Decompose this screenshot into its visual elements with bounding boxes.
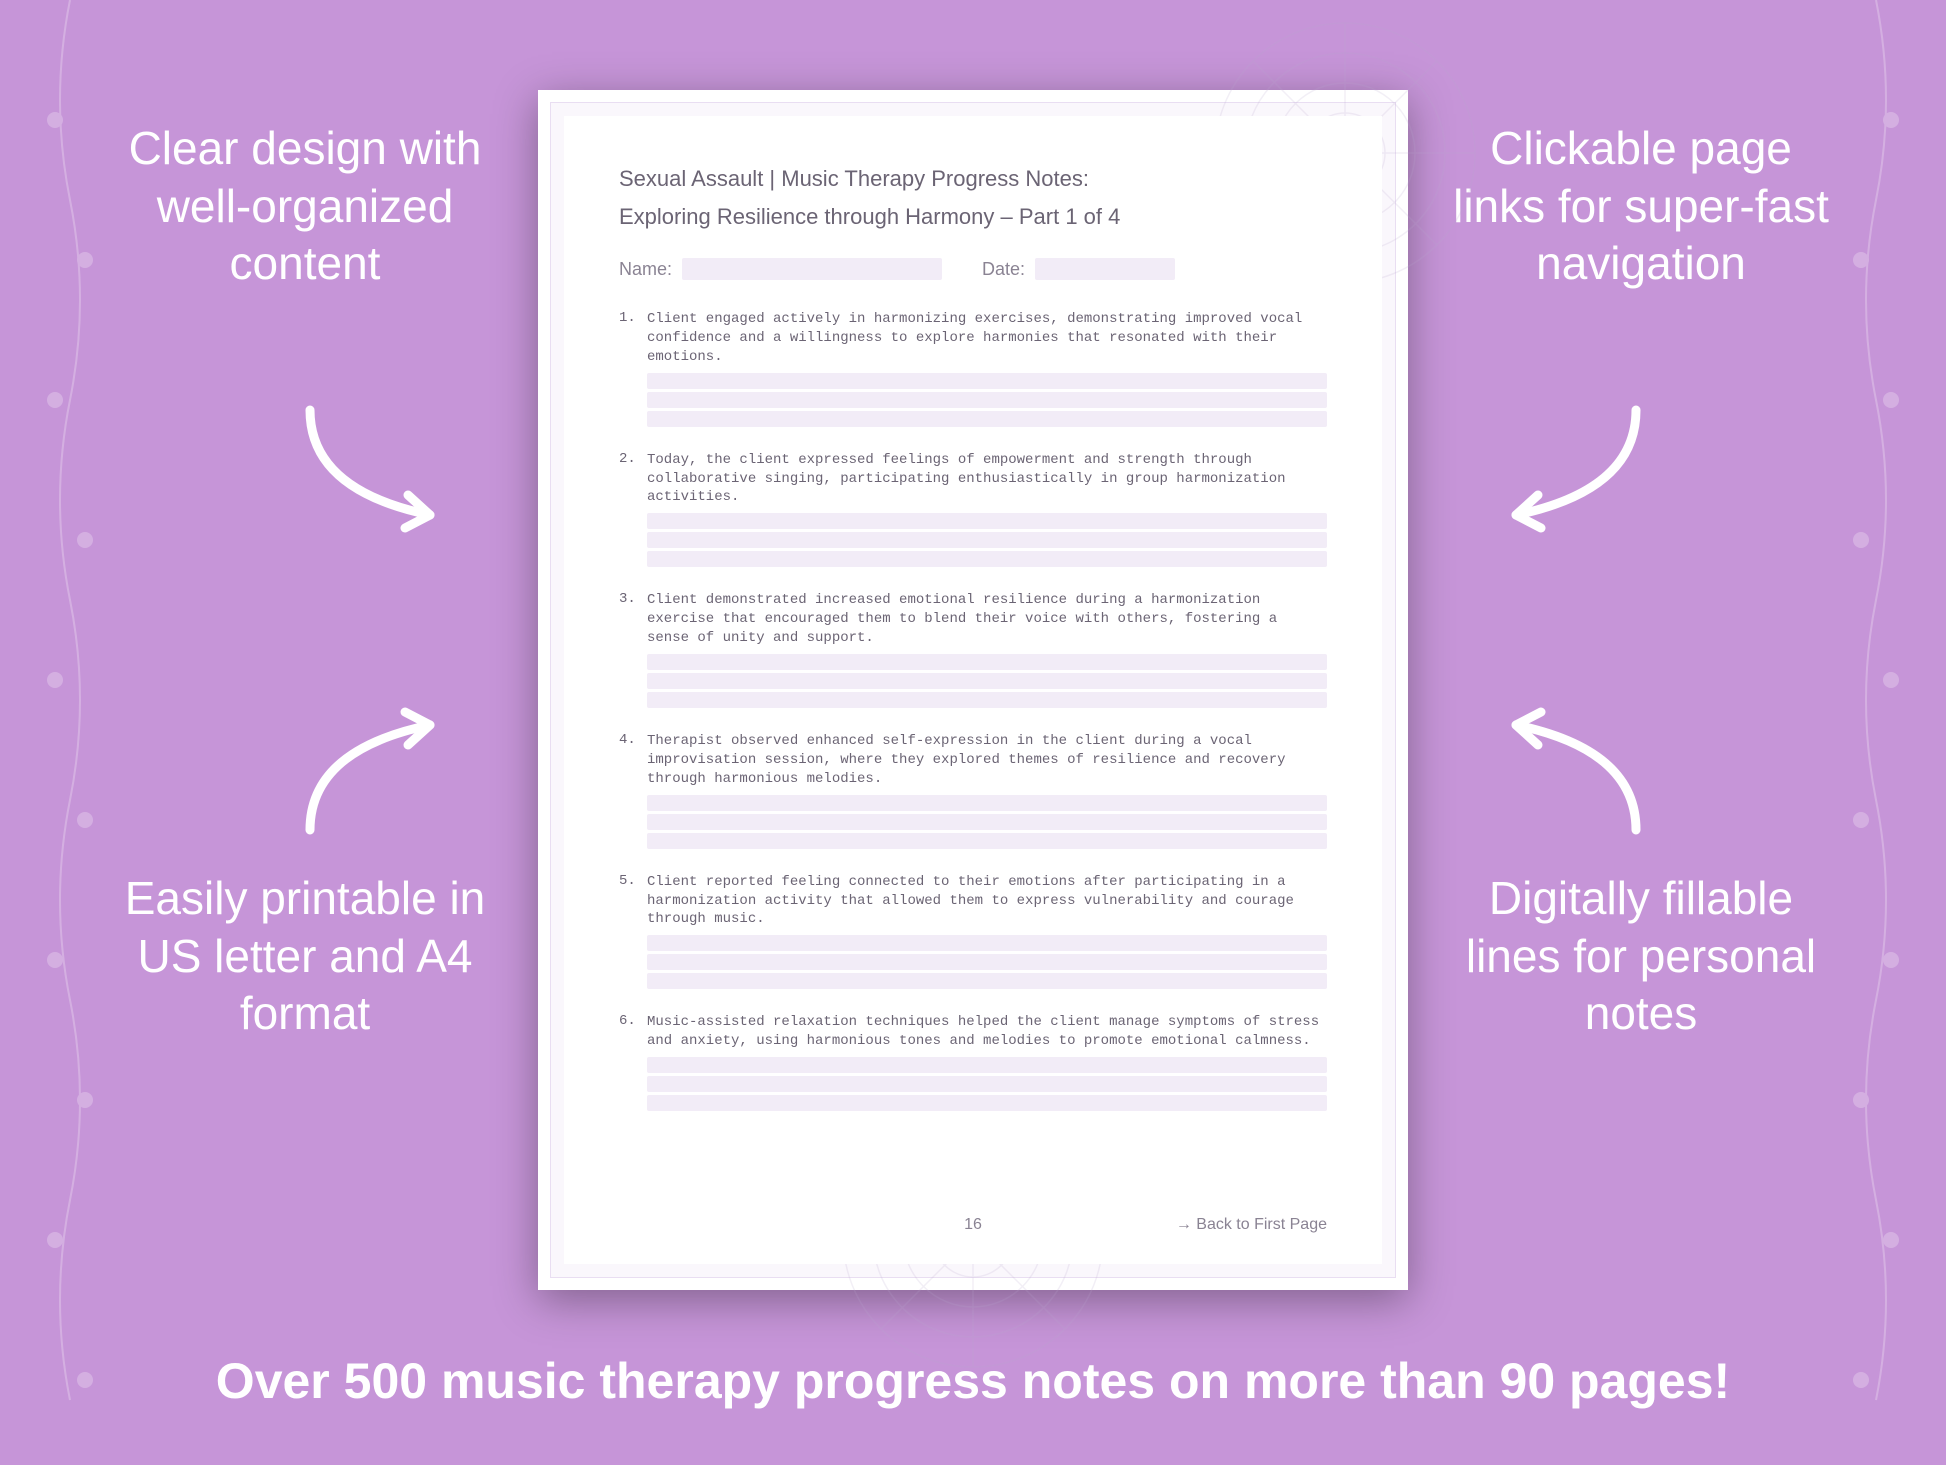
name-label: Name: [619, 259, 672, 280]
note-text: Client reported feeling connected to the… [647, 873, 1327, 930]
note-number: 3. [619, 591, 636, 607]
note-number: 2. [619, 451, 636, 467]
fill-line[interactable] [647, 673, 1327, 689]
note-number: 5. [619, 873, 636, 889]
callout-top-left: Clear design with well-organized content [115, 120, 495, 293]
callout-bottom-right: Digitally fillable lines for personal no… [1451, 870, 1831, 1043]
floral-decoration-left [10, 0, 130, 1460]
fill-line[interactable] [647, 551, 1327, 567]
note-number: 1. [619, 310, 636, 326]
page-footer: 16 → Back to First Page [619, 1216, 1327, 1234]
note-item: 2. Today, the client expressed feelings o… [619, 451, 1327, 568]
fill-lines [647, 654, 1327, 708]
note-text: Client engaged actively in harmonizing e… [647, 310, 1327, 367]
fill-line[interactable] [647, 373, 1327, 389]
fill-line[interactable] [647, 973, 1327, 989]
document-title: Sexual Assault | Music Therapy Progress … [619, 166, 1327, 192]
fill-line[interactable] [647, 935, 1327, 951]
name-field[interactable] [682, 258, 942, 280]
fill-line[interactable] [647, 1057, 1327, 1073]
fill-line[interactable] [647, 1076, 1327, 1092]
fill-lines [647, 513, 1327, 567]
fill-lines [647, 795, 1327, 849]
fill-line[interactable] [647, 513, 1327, 529]
fill-line[interactable] [647, 954, 1327, 970]
fill-line[interactable] [647, 411, 1327, 427]
floral-decoration-right [1816, 0, 1936, 1460]
note-item: 1. Client engaged actively in harmonizing… [619, 310, 1327, 427]
fill-lines [647, 935, 1327, 989]
note-text: Client demonstrated increased emotional … [647, 591, 1327, 648]
fill-line[interactable] [647, 1095, 1327, 1111]
page-number: 16 [964, 1216, 982, 1234]
arrow-bottom-left [290, 700, 470, 840]
bottom-banner: Over 500 music therapy progress notes on… [0, 1352, 1946, 1410]
arrow-bottom-right [1476, 700, 1656, 840]
note-text: Therapist observed enhanced self-express… [647, 732, 1327, 789]
fill-line[interactable] [647, 814, 1327, 830]
note-item: 3. Client demonstrated increased emotiona… [619, 591, 1327, 708]
date-field[interactable] [1035, 258, 1175, 280]
fill-lines [647, 373, 1327, 427]
document-subtitle: Exploring Resilience through Harmony – P… [619, 204, 1327, 230]
meta-name: Name: [619, 258, 942, 280]
callout-bottom-left: Easily printable in US letter and A4 for… [115, 870, 495, 1043]
fill-line[interactable] [647, 654, 1327, 670]
note-item: 6. Music-assisted relaxation techniques h… [619, 1013, 1327, 1111]
fill-line[interactable] [647, 795, 1327, 811]
note-number: 6. [619, 1013, 636, 1029]
fill-line[interactable] [647, 392, 1327, 408]
document-page: Sexual Assault | Music Therapy Progress … [538, 90, 1408, 1290]
note-item: 5. Client reported feeling connected to t… [619, 873, 1327, 990]
note-item: 4. Therapist observed enhanced self-expre… [619, 732, 1327, 849]
fill-line[interactable] [647, 692, 1327, 708]
meta-date: Date: [982, 258, 1175, 280]
arrow-top-right [1476, 400, 1656, 540]
date-label: Date: [982, 259, 1025, 280]
fill-line[interactable] [647, 833, 1327, 849]
fill-lines [647, 1057, 1327, 1111]
note-text: Today, the client expressed feelings of … [647, 451, 1327, 508]
note-text: Music-assisted relaxation techniques hel… [647, 1013, 1327, 1051]
arrow-top-left [290, 400, 470, 540]
note-list: 1. Client engaged actively in harmonizing… [619, 310, 1327, 1111]
back-to-first-link[interactable]: → Back to First Page [1176, 1216, 1327, 1234]
callout-top-right: Clickable page links for super-fast navi… [1451, 120, 1831, 293]
page-content: Sexual Assault | Music Therapy Progress … [564, 116, 1382, 1264]
meta-row: Name: Date: [619, 258, 1327, 280]
fill-line[interactable] [647, 532, 1327, 548]
note-number: 4. [619, 732, 636, 748]
